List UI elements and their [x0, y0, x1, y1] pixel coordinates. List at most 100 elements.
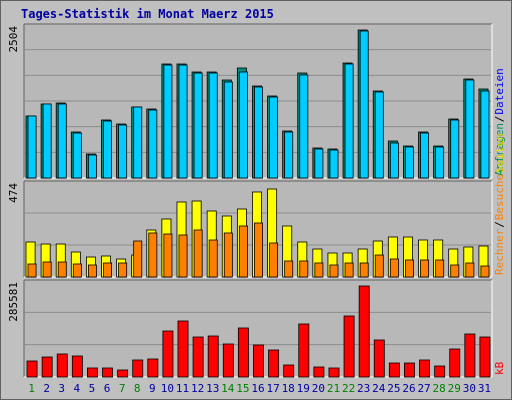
bottom-legend-kb: kB: [493, 361, 506, 375]
top-bar-dateien-27: [420, 132, 430, 179]
top-bar-dateien-6: [103, 120, 112, 179]
middle-ymax-label: 474: [7, 183, 20, 203]
top-bar-dateien-11: [178, 64, 188, 179]
x-tick-label-10: 10: [161, 382, 174, 395]
top-bar-dateien-8: [133, 106, 143, 179]
bottom-bar-kb-4: [71, 355, 83, 378]
bottom-bar-kb-30: [464, 333, 476, 378]
bottom-bar-kb-13: [207, 335, 219, 378]
x-tick-label-19: 19: [297, 382, 310, 395]
middle-legend-separator: /: [493, 221, 506, 228]
bottom-bar-kb-17: [268, 349, 280, 378]
top-bar-dateien-7: [118, 124, 128, 179]
top-bar-dateien-5: [87, 154, 97, 179]
bottom-bar-kb-12: [192, 336, 204, 378]
middle-legend-rechner: Rechner: [493, 228, 506, 275]
x-tick-label-27: 27: [417, 382, 430, 395]
bottom-bar-kb-11: [177, 320, 189, 378]
x-tick-label-11: 11: [176, 382, 189, 395]
x-tick-label-29: 29: [448, 382, 461, 395]
top-bar-dateien-14: [223, 81, 233, 179]
middle-bar-besuche-4: [72, 263, 82, 278]
bottom-bar-kb-22: [343, 315, 355, 378]
top-legend-dateien: Dateien: [493, 68, 506, 114]
middle-bar-besuche-19: [299, 260, 309, 278]
bottom-bar-kb-19: [298, 323, 310, 378]
x-tick-label-31: 31: [478, 382, 491, 395]
x-tick-label-17: 17: [266, 382, 279, 395]
top-bar-dateien-12: [193, 72, 203, 179]
middle-bar-besuche-8: [133, 240, 143, 278]
top-bar-dateien-9: [148, 109, 158, 179]
middle-bar-besuche-1: [27, 263, 37, 278]
x-tick-label-23: 23: [357, 382, 370, 395]
x-tick-label-14: 14: [221, 382, 235, 395]
bottom-bar-kb-28: [434, 365, 446, 378]
x-tick-label-16: 16: [251, 382, 264, 395]
top-bar-dateien-28: [435, 146, 445, 179]
top-bar-dateien-2: [42, 103, 52, 179]
bottom-bar-kb-7: [117, 369, 129, 378]
bottom-ymax-label: 285581: [7, 282, 20, 322]
top-bar-dateien-25: [389, 142, 399, 179]
x-tick-label-1: 1: [28, 382, 35, 395]
x-tick-label-13: 13: [206, 382, 219, 395]
bottom-bar-kb-29: [449, 348, 461, 378]
middle-bar-besuche-21: [329, 264, 339, 278]
middle-bar-besuche-9: [148, 232, 158, 278]
middle-bar-besuche-25: [389, 258, 399, 278]
x-tick-label-6: 6: [104, 382, 111, 395]
middle-legend-besuche: Besuche: [493, 174, 506, 220]
middle-bar-besuche-16: [254, 222, 263, 278]
x-tick-label-28: 28: [433, 382, 446, 395]
x-tick-label-22: 22: [342, 382, 355, 395]
bottom-bar-kb-10: [162, 330, 174, 378]
bottom-bar-kb-2: [41, 356, 53, 378]
middle-bar-besuche-20: [314, 262, 324, 278]
x-tick-label-7: 7: [119, 382, 126, 395]
middle-bar-besuche-22: [344, 262, 354, 278]
bottom-bar-kb-24: [373, 339, 385, 378]
middle-bar-besuche-26: [405, 259, 414, 278]
bottom-bar-kb-25: [388, 362, 400, 378]
top-legend-anfragen: Anfragen: [493, 123, 506, 176]
top-bar-dateien-23: [359, 30, 369, 179]
middle-bar-besuche-17: [269, 242, 279, 278]
x-tick-label-2: 2: [43, 382, 50, 395]
bottom-bar-kb-23: [358, 285, 370, 378]
top-bar-dateien-31: [480, 90, 490, 179]
bottom-bar-kb-6: [102, 367, 113, 378]
x-tick-label-8: 8: [134, 382, 141, 395]
x-tick-label-4: 4: [74, 382, 81, 395]
x-tick-label-25: 25: [387, 382, 400, 395]
middle-bar-besuche-10: [163, 233, 173, 278]
x-tick-label-15: 15: [236, 382, 249, 395]
x-tick-label-9: 9: [149, 382, 156, 395]
middle-bar-besuche-27: [420, 259, 430, 278]
x-tick-label-24: 24: [372, 382, 386, 395]
middle-bar-besuche-18: [284, 260, 294, 278]
middle-bar-besuche-12: [193, 229, 203, 278]
top-bar-dateien-18: [284, 131, 294, 179]
top-bar-dateien-4: [72, 132, 82, 179]
middle-bar-besuche-14: [223, 232, 233, 278]
bottom-bar-kb-18: [283, 364, 295, 378]
top-bar-dateien-20: [314, 148, 324, 179]
top-bar-dateien-1: [27, 115, 37, 179]
x-tick-label-12: 12: [191, 382, 204, 395]
bottom-bar-kb-5: [86, 367, 98, 378]
top-bar-dateien-13: [208, 72, 218, 179]
middle-bar-besuche-5: [87, 264, 97, 278]
bottom-bar-kb-3: [56, 353, 68, 378]
top-bar-dateien-26: [405, 146, 414, 179]
bottom-bar-kb-16: [253, 344, 264, 378]
top-bar-dateien-3: [57, 103, 67, 179]
top-bar-dateien-15: [238, 71, 248, 179]
top-bar-dateien-17: [269, 96, 279, 179]
middle-bar-besuche-29: [450, 264, 460, 278]
middle-bar-besuche-13: [208, 239, 218, 278]
x-tick-label-3: 3: [58, 382, 65, 395]
middle-bar-besuche-23: [359, 262, 369, 278]
middle-bar-besuche-28: [435, 259, 445, 278]
bottom-bar-kb-21: [328, 367, 340, 378]
